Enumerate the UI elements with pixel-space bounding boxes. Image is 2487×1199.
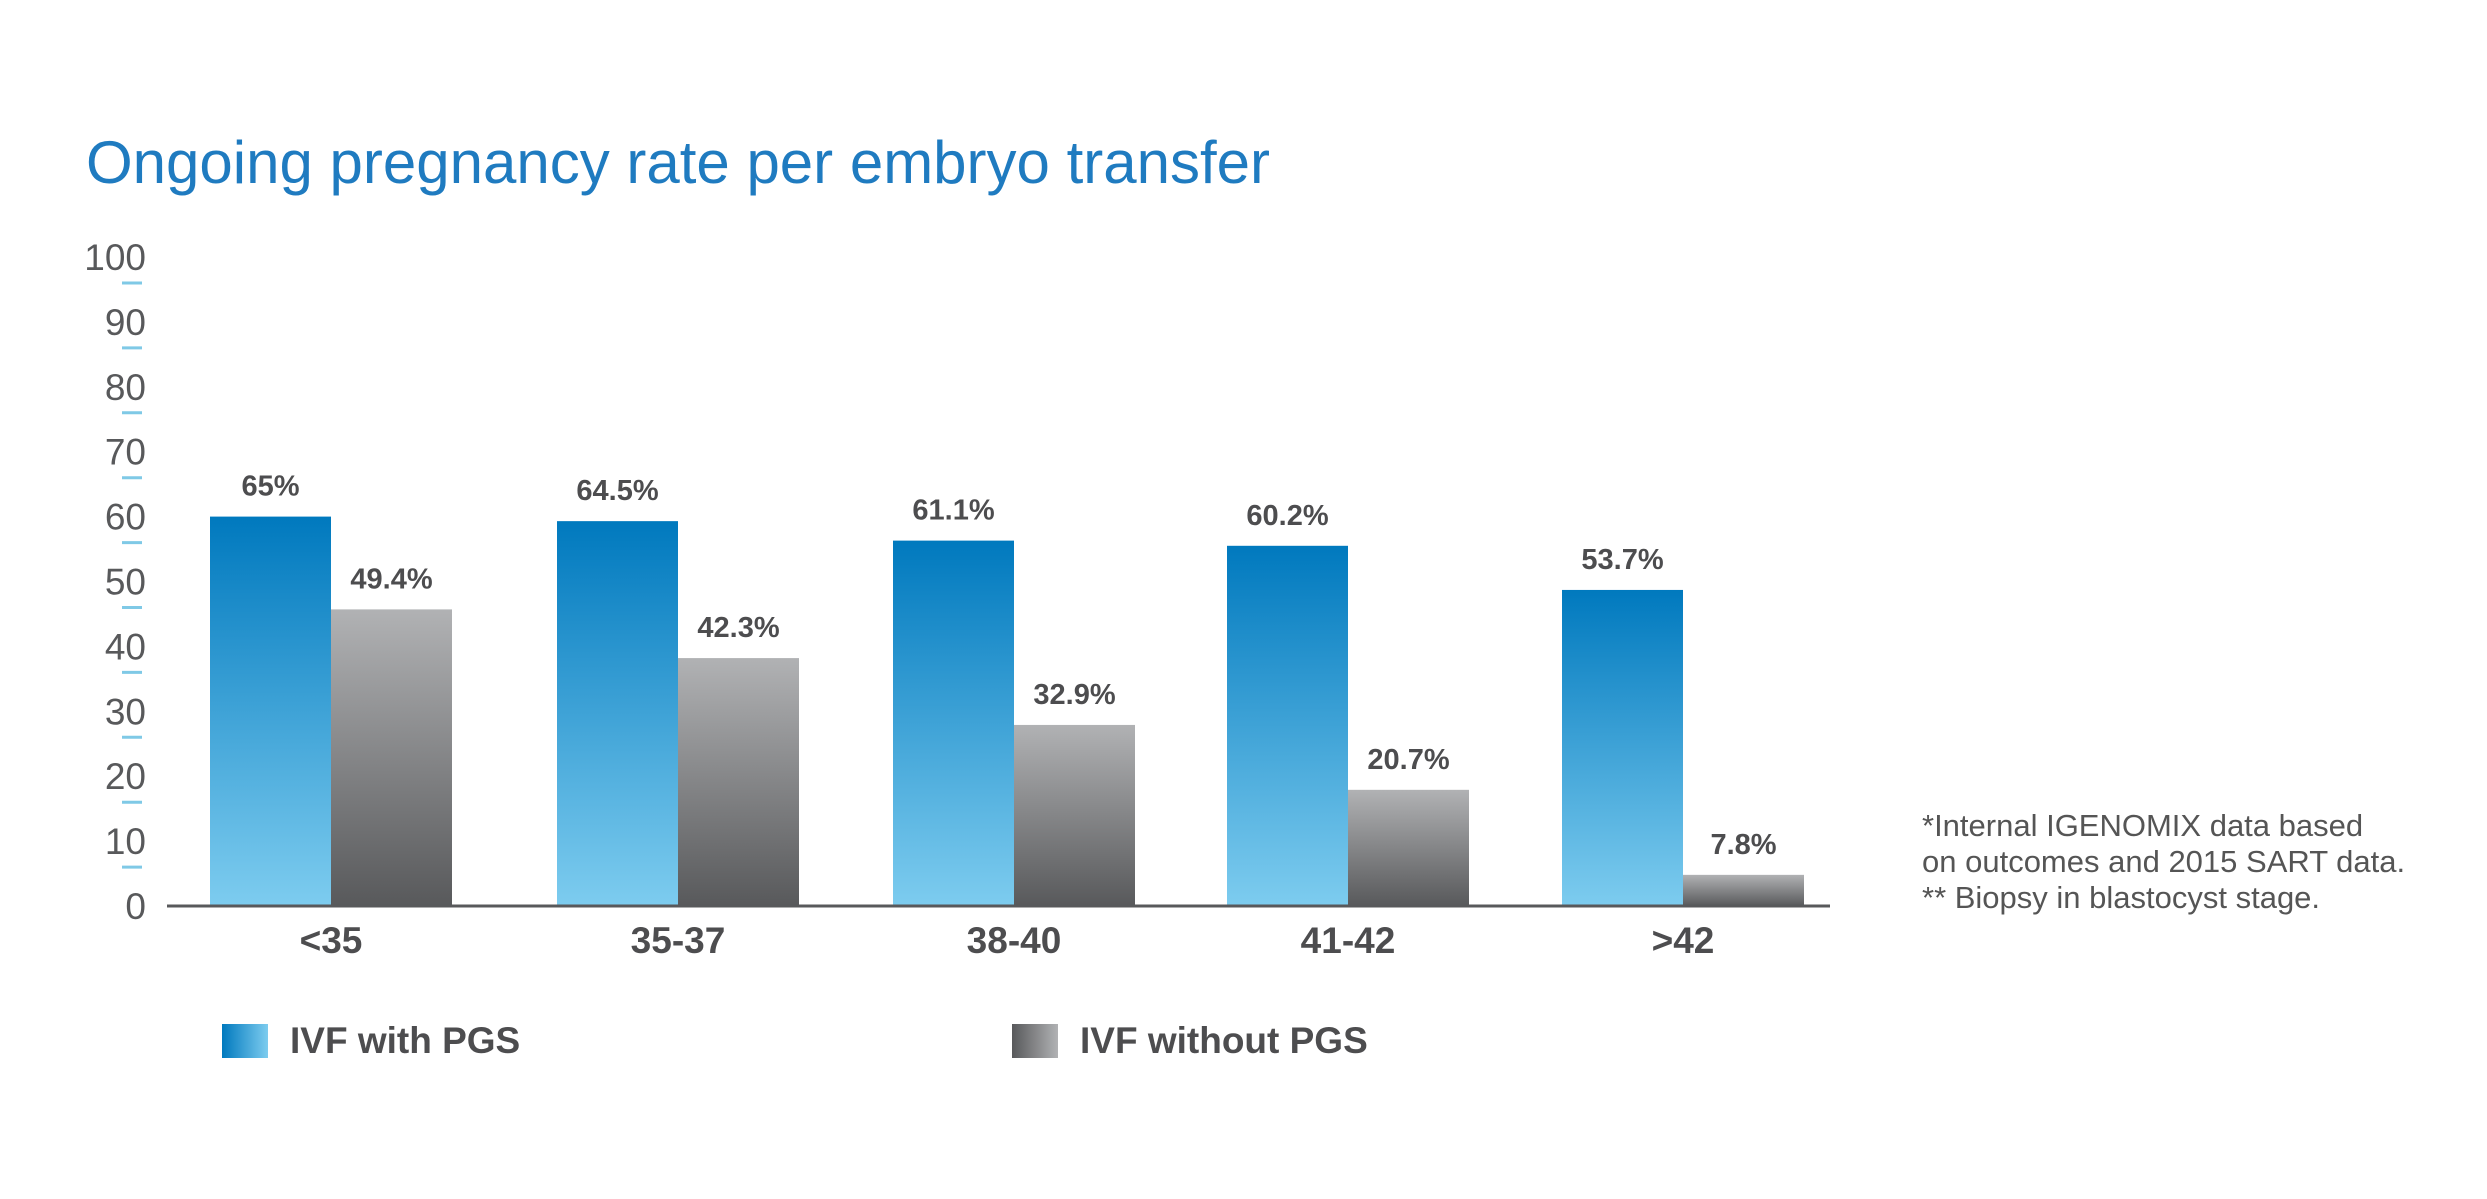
bar-ivf-without-pgs — [678, 658, 799, 906]
data-label: 32.9% — [1033, 679, 1115, 711]
x-tick-label: <35 — [300, 920, 363, 961]
bars: 65% 64.5% 61.1% 60.2% 53.7% 49.4% 42.3% 32.9% 20… — [210, 471, 1804, 906]
bar-ivf-with-pgs — [1562, 589, 1683, 906]
y-tick-label: 50 — [105, 562, 146, 603]
footnote-line: *Internal IGENOMIX data based — [1922, 808, 2364, 843]
bar-ivf-with-pgs — [557, 521, 678, 906]
y-tick-label: 20 — [105, 756, 146, 797]
bar-ivf-with-pgs — [210, 516, 331, 906]
data-label: 65% — [241, 471, 299, 503]
data-label: 7.8% — [1710, 829, 1776, 861]
data-label: 20.7% — [1367, 744, 1449, 776]
chart-title: Ongoing pregnancy rate per embryo transf… — [86, 129, 1270, 196]
footnote-line: on outcomes and 2015 SART data. — [1922, 844, 2406, 879]
legend-item-ivf-without-pgs: IVF without PGS — [1012, 1017, 1368, 1065]
x-tick-label: >42 — [1652, 920, 1715, 961]
y-tick-label: 40 — [105, 626, 146, 667]
x-tick-label: 41-42 — [1301, 920, 1396, 961]
y-tick-label: 10 — [105, 821, 146, 862]
data-label: 64.5% — [576, 475, 658, 507]
data-label: 53.7% — [1581, 544, 1663, 576]
footnote-line: ** Biopsy in blastocyst stage. — [1922, 880, 2321, 915]
y-tick-label: 0 — [125, 886, 146, 927]
legend-swatch-ivf-with-pgs — [222, 1024, 268, 1058]
data-label: 61.1% — [912, 495, 994, 527]
bar-ivf-without-pgs — [331, 609, 452, 906]
x-axis: <35 35-37 38-40 41-42 >42 — [300, 920, 1715, 961]
legend-swatch-ivf-without-pgs — [1012, 1024, 1058, 1058]
bar-ivf-without-pgs — [1348, 789, 1469, 906]
y-tick-label: 90 — [105, 302, 146, 343]
x-tick-label: 38-40 — [967, 920, 1062, 961]
y-tick-label: 80 — [105, 367, 146, 408]
y-tick-label: 60 — [105, 497, 146, 538]
data-label: 49.4% — [350, 563, 432, 595]
legend-label-ivf-with-pgs: IVF with PGS — [290, 1020, 521, 1061]
y-tick-label: 30 — [105, 691, 146, 732]
footnote: *Internal IGENOMIX data based on outcome… — [1922, 808, 2442, 916]
bar-ivf-with-pgs — [893, 540, 1014, 906]
bar-ivf-without-pgs — [1683, 874, 1804, 906]
y-axis: 0 10 20 30 40 50 60 70 80 90 100 — [84, 237, 146, 927]
x-tick-label: 35-37 — [631, 920, 726, 961]
y-tick-label: 100 — [84, 237, 146, 278]
legend-item-ivf-with-pgs: IVF with PGS — [222, 1017, 520, 1065]
bar-ivf-with-pgs — [1227, 545, 1348, 906]
data-label: 42.3% — [697, 612, 779, 644]
y-tick-label: 70 — [105, 432, 146, 473]
bar-ivf-without-pgs — [1014, 724, 1135, 906]
legend-label-ivf-without-pgs: IVF without PGS — [1080, 1020, 1368, 1061]
data-label: 60.2% — [1246, 500, 1328, 532]
